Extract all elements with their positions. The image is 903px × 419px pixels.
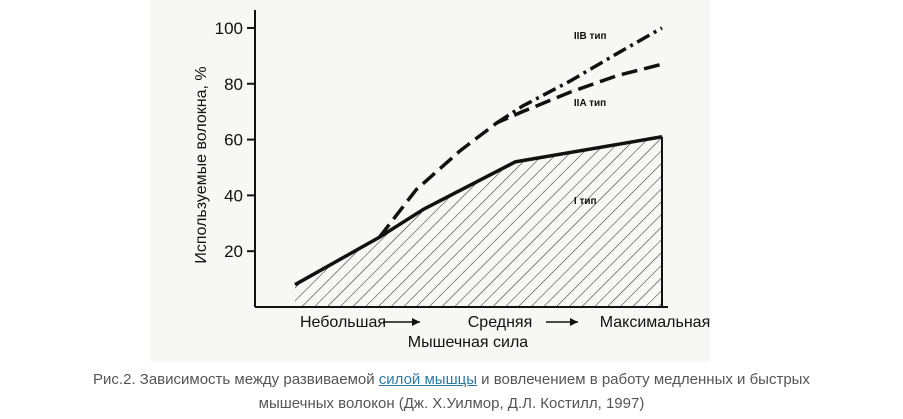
figure: 20 40 60 80 100 I тип IIA тип IIB тип Небольшая С…: [150, 0, 710, 362]
x-arrow-head-0: [412, 318, 420, 326]
fiber-recruitment-chart: 20 40 60 80 100 I тип IIA тип IIB тип Небольшая С…: [193, 10, 710, 351]
series-line-2: [495, 26, 663, 125]
series-label-0: I тип: [574, 196, 597, 207]
y-tick-label-40: 40: [224, 186, 243, 205]
x-tick-label-2: Максимальная: [600, 314, 710, 331]
caption-line-2: мышечных волокон (Дж. Х.Уилмор, Д.Л. Кос…: [258, 395, 645, 412]
series-label-1: IIA тип: [574, 98, 606, 109]
series-label-2: IIB тип: [574, 31, 607, 42]
caption-text-after: и вовлечением в работу медленных и быстр…: [476, 371, 810, 388]
series-line-0: [294, 135, 663, 287]
x-arrow-head-1: [570, 318, 578, 326]
y-tick-label-60: 60: [224, 131, 243, 150]
caption-text-before: Рис.2. Зависимость между развиваемой: [93, 371, 379, 388]
caption-line-1: Рис.2. Зависимость между развиваемой сил…: [0, 368, 903, 392]
y-tick-label-80: 80: [224, 75, 243, 94]
x-tick-label-0: Небольшая: [300, 314, 386, 331]
series-line-1: [378, 62, 663, 239]
caption-link-muscle-strength[interactable]: силой мышцы: [378, 371, 477, 388]
type-i-hatched-area: [295, 136, 662, 307]
x-tick-label-1: Средняя: [468, 314, 533, 331]
y-tick-label-20: 20: [224, 242, 243, 261]
y-tick-label-100: 100: [215, 19, 243, 38]
x-axis-title: Мышечная сила: [408, 334, 528, 351]
y-axis-title: Используемые волокна, %: [193, 66, 210, 263]
figure-caption: Рис.2. Зависимость между развиваемой сил…: [0, 368, 903, 416]
